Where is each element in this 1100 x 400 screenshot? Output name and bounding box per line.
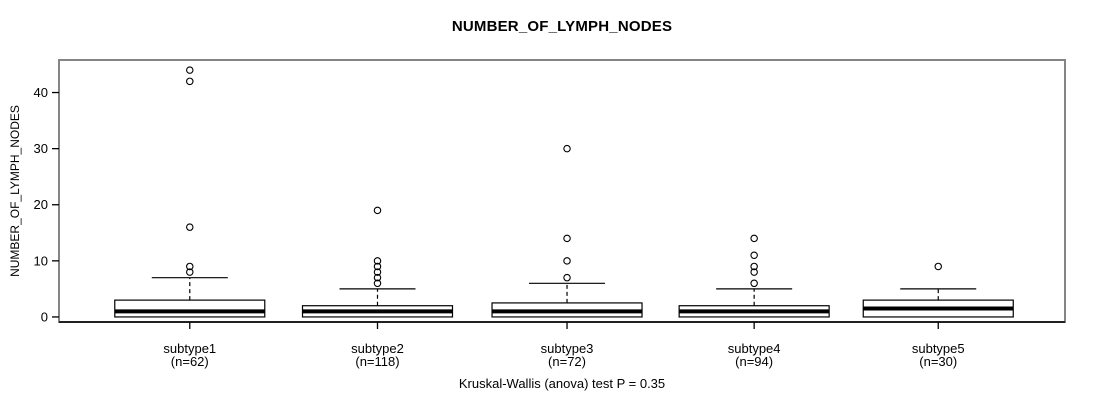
outlier-point [186, 268, 194, 276]
x-tick-sublabel: (n=94) [735, 354, 773, 369]
outlier-point [373, 262, 382, 271]
outlier-point [373, 268, 382, 276]
outlier-point [750, 262, 758, 271]
y-tick-label: 30 [34, 141, 48, 156]
x-tick-label: subtype5 [912, 341, 965, 356]
stat-test-caption: Kruskal-Wallis (anova) test P = 0.35 [458, 376, 666, 391]
outlier-point [750, 279, 758, 288]
x-tick-label: subtype1 [163, 341, 216, 356]
outlier-point [563, 273, 571, 282]
y-tick-label: 20 [34, 197, 48, 212]
iqr-box [114, 299, 266, 318]
outlier-point [750, 268, 758, 276]
outlier-point [934, 262, 942, 271]
outlier-point [373, 257, 382, 265]
outlier-point [186, 66, 194, 74]
x-tick-label: subtype3 [541, 341, 594, 356]
outlier-point [186, 223, 194, 231]
outlier-point [373, 279, 382, 288]
outlier-point [373, 206, 382, 215]
chart-title: NUMBER_OF_LYMPH_NODES [451, 18, 673, 35]
x-tick-sublabel: (n=72) [548, 354, 586, 369]
x-tick-sublabel: (n=118) [355, 354, 399, 369]
y-tick-label: 0 [41, 309, 48, 324]
x-tick-label: subtype2 [351, 341, 404, 356]
outlier-point [750, 251, 758, 259]
outlier-point [563, 257, 571, 265]
y-tick-label: 40 [34, 85, 48, 100]
outlier-point [186, 77, 194, 86]
outlier-point [563, 234, 571, 243]
outlier-point [750, 234, 758, 243]
x-tick-label: subtype4 [728, 341, 781, 356]
x-tick-sublabel: (n=30) [919, 354, 957, 369]
y-tick-label: 10 [34, 253, 48, 268]
outlier-point [373, 273, 382, 282]
x-tick-sublabel: (n=62) [171, 354, 209, 369]
outlier-point [186, 262, 194, 271]
outlier-point [563, 144, 571, 153]
